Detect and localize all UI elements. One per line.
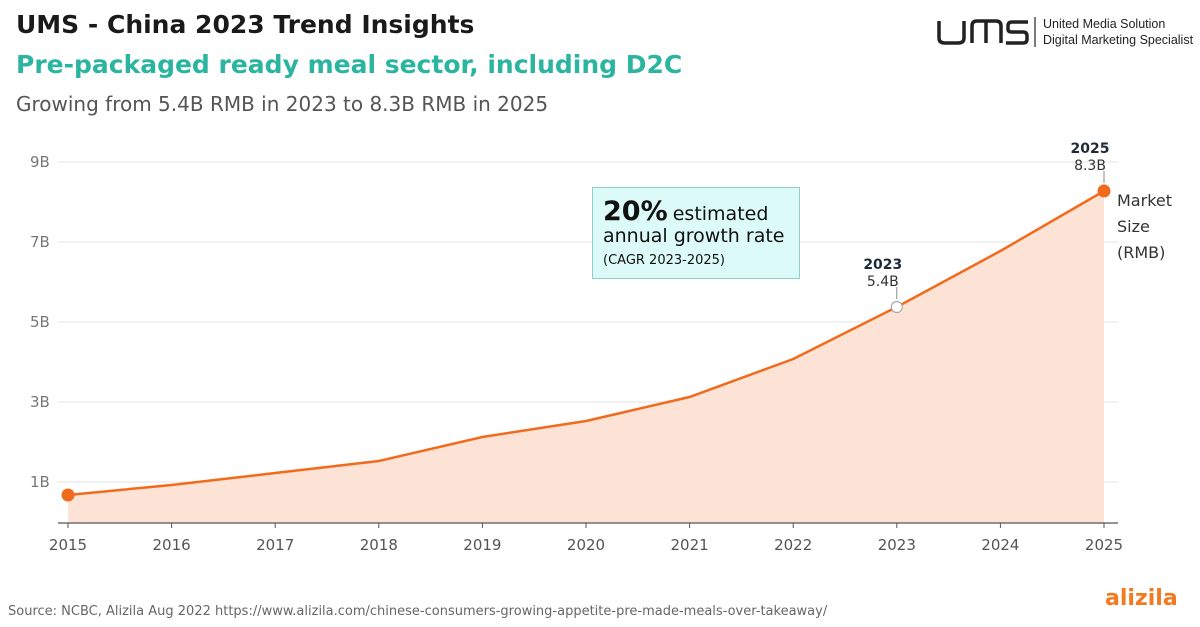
series-line [67,189,1105,497]
alizila-logo: alizila [1105,586,1178,611]
x-tick-label: 2022 [774,536,812,554]
logo-company-name: United Media Solution [1043,17,1166,31]
x-tick-label: 2016 [153,536,191,554]
x-tick-label: 2021 [671,536,709,554]
cagr-percent: 20% [603,196,668,227]
series-area [68,191,1104,523]
cagr-callout: 20% estimated annual growth rate (CAGR 2… [592,187,800,279]
point-marker [61,488,75,502]
market-label-line2: Size [1117,217,1150,236]
y-tick-label: 5B [30,313,50,331]
y-tick-label: 7B [30,233,50,251]
market-label-line1: Market [1117,191,1172,210]
x-tick-label: 2018 [360,536,398,554]
annotation-year: 2023 [863,257,902,273]
annotation-value: 8.3B [1074,158,1106,174]
logo-tagline: Digital Marketing Specialist [1043,33,1194,47]
point-marker [890,300,903,314]
y-tick-label: 9B [30,153,50,171]
logo-text: United Media Solution Digital Marketing … [1043,16,1193,48]
source-text: Source: NCBC, Alizila Aug 2022 https://w… [8,604,828,619]
market-label-line3: (RMB) [1117,243,1166,262]
x-tick-label: 2023 [878,536,916,554]
x-tick-label: 2024 [981,536,1019,554]
x-tick-label: 2025 [1085,536,1123,554]
cagr-text-estimated: estimated [672,203,769,225]
x-tick-label: 2019 [463,536,501,554]
ums-logo [937,17,1036,47]
x-tick-labels: 2015 2016 2017 2018 2019 2020 2021 2022 2023 2024… [49,523,1123,554]
chart-title: UMS - China 2023 Trend Insights [16,10,475,39]
x-tick-label: 2017 [256,536,294,554]
annotation-value: 5.4B [867,274,899,290]
x-tick-label: 2015 [49,536,87,554]
cagr-text-growth: annual growth rate [603,225,785,247]
y-tick-label: 3B [30,393,50,411]
chart-description: Growing from 5.4B RMB in 2023 to 8.3B RM… [16,92,549,116]
cagr-text-range: (CAGR 2023-2025) [603,253,725,268]
point-markers [61,184,1111,502]
y-tick-labels: 1B 3B 5B 7B 9B [30,153,50,491]
ums-logo-mark [937,21,966,45]
chart-subtitle: Pre-packaged ready meal sector, includin… [16,50,683,79]
point-marker [1097,184,1111,198]
annotation-year: 2025 [1071,141,1110,157]
y-tick-label: 1B [30,473,50,491]
market-size-label: Market Size (RMB) [1117,188,1172,266]
x-tick-label: 2020 [567,536,605,554]
